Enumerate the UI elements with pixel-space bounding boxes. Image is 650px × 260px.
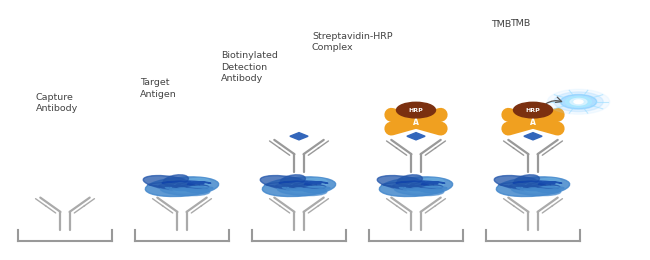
Circle shape: [396, 102, 436, 118]
Text: HRP: HRP: [526, 108, 540, 113]
Ellipse shape: [497, 177, 569, 197]
Ellipse shape: [163, 175, 188, 186]
Ellipse shape: [514, 175, 539, 186]
Ellipse shape: [415, 184, 443, 193]
Ellipse shape: [395, 185, 444, 196]
Circle shape: [566, 96, 592, 107]
Text: A: A: [530, 118, 536, 127]
Text: TMB: TMB: [510, 19, 530, 28]
Ellipse shape: [146, 177, 218, 197]
Text: Target
Antigen: Target Antigen: [140, 78, 177, 99]
Ellipse shape: [532, 184, 560, 193]
Circle shape: [514, 102, 552, 118]
Text: Streptavidin-HRP
Complex: Streptavidin-HRP Complex: [312, 31, 393, 52]
Ellipse shape: [172, 178, 211, 192]
Ellipse shape: [181, 184, 209, 193]
Ellipse shape: [494, 176, 547, 190]
Ellipse shape: [143, 176, 196, 190]
Ellipse shape: [263, 177, 335, 197]
Circle shape: [547, 89, 610, 114]
Text: TMB: TMB: [491, 20, 511, 29]
Ellipse shape: [280, 175, 305, 186]
Polygon shape: [407, 133, 425, 140]
Ellipse shape: [298, 184, 326, 193]
Ellipse shape: [406, 178, 445, 192]
Circle shape: [570, 98, 587, 105]
Ellipse shape: [260, 176, 313, 190]
Ellipse shape: [380, 177, 452, 197]
Text: Capture
Antibody: Capture Antibody: [36, 93, 78, 113]
Polygon shape: [524, 133, 542, 140]
Ellipse shape: [278, 185, 327, 196]
Ellipse shape: [523, 178, 562, 192]
Circle shape: [574, 100, 583, 103]
Ellipse shape: [512, 185, 561, 196]
Ellipse shape: [161, 185, 210, 196]
Polygon shape: [290, 133, 308, 140]
Text: Biotinylated
Detection
Antibody: Biotinylated Detection Antibody: [221, 51, 278, 83]
Text: HRP: HRP: [409, 108, 423, 113]
Circle shape: [554, 92, 603, 112]
Ellipse shape: [397, 175, 422, 186]
Text: A: A: [413, 118, 419, 127]
Ellipse shape: [289, 178, 328, 192]
Ellipse shape: [377, 176, 430, 190]
Circle shape: [560, 94, 597, 109]
